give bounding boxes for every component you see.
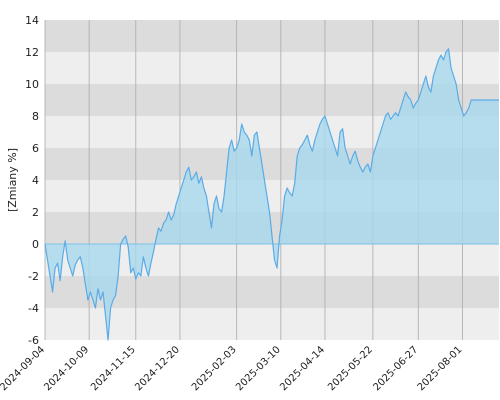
band--4--2 [45,276,499,308]
y-tick-label: 10 [25,78,39,91]
x-tick-label: 2025-03-10 [234,344,283,393]
x-tick-label: 2025-05-22 [326,344,375,393]
x-tick-label: 2025-04-14 [278,344,327,393]
band--6--4 [45,308,499,340]
y-tick-label: 2 [32,206,39,219]
band-10-12 [45,52,499,84]
y-tick-label: -4 [28,302,39,315]
y-axis-label: [Zmiany %] [6,148,19,212]
series-line [44,48,499,341]
y-tick-label: 0 [32,238,39,251]
x-tick-label: 2024-12-20 [133,344,182,393]
band-12-14 [45,20,499,52]
x-tick-label: 2025-06-27 [372,344,421,393]
y-tick-label: 6 [32,142,39,155]
y-tick-label: 14 [25,14,39,27]
y-tick-label: 4 [32,174,39,187]
x-tick-labels: 2024-09-042024-10-092024-11-152024-12-20… [0,344,465,393]
y-tick-labels: -6 -4 -2 0 2 4 6 8 10 12 14 [25,14,39,347]
x-tick-label: 2024-11-15 [89,344,138,393]
x-tick-label: 2025-08-01 [416,344,465,393]
series-area [45,48,499,341]
y-tick-label: 12 [25,46,39,59]
x-tick-label: 2025-02-03 [190,344,239,393]
y-tick-label: -6 [28,334,39,347]
x-tick-label: 2024-10-09 [42,344,91,393]
y-tick-label: 8 [32,110,39,123]
x-tick-label: 2024-09-04 [0,344,47,393]
y-tick-label: -2 [28,270,39,283]
